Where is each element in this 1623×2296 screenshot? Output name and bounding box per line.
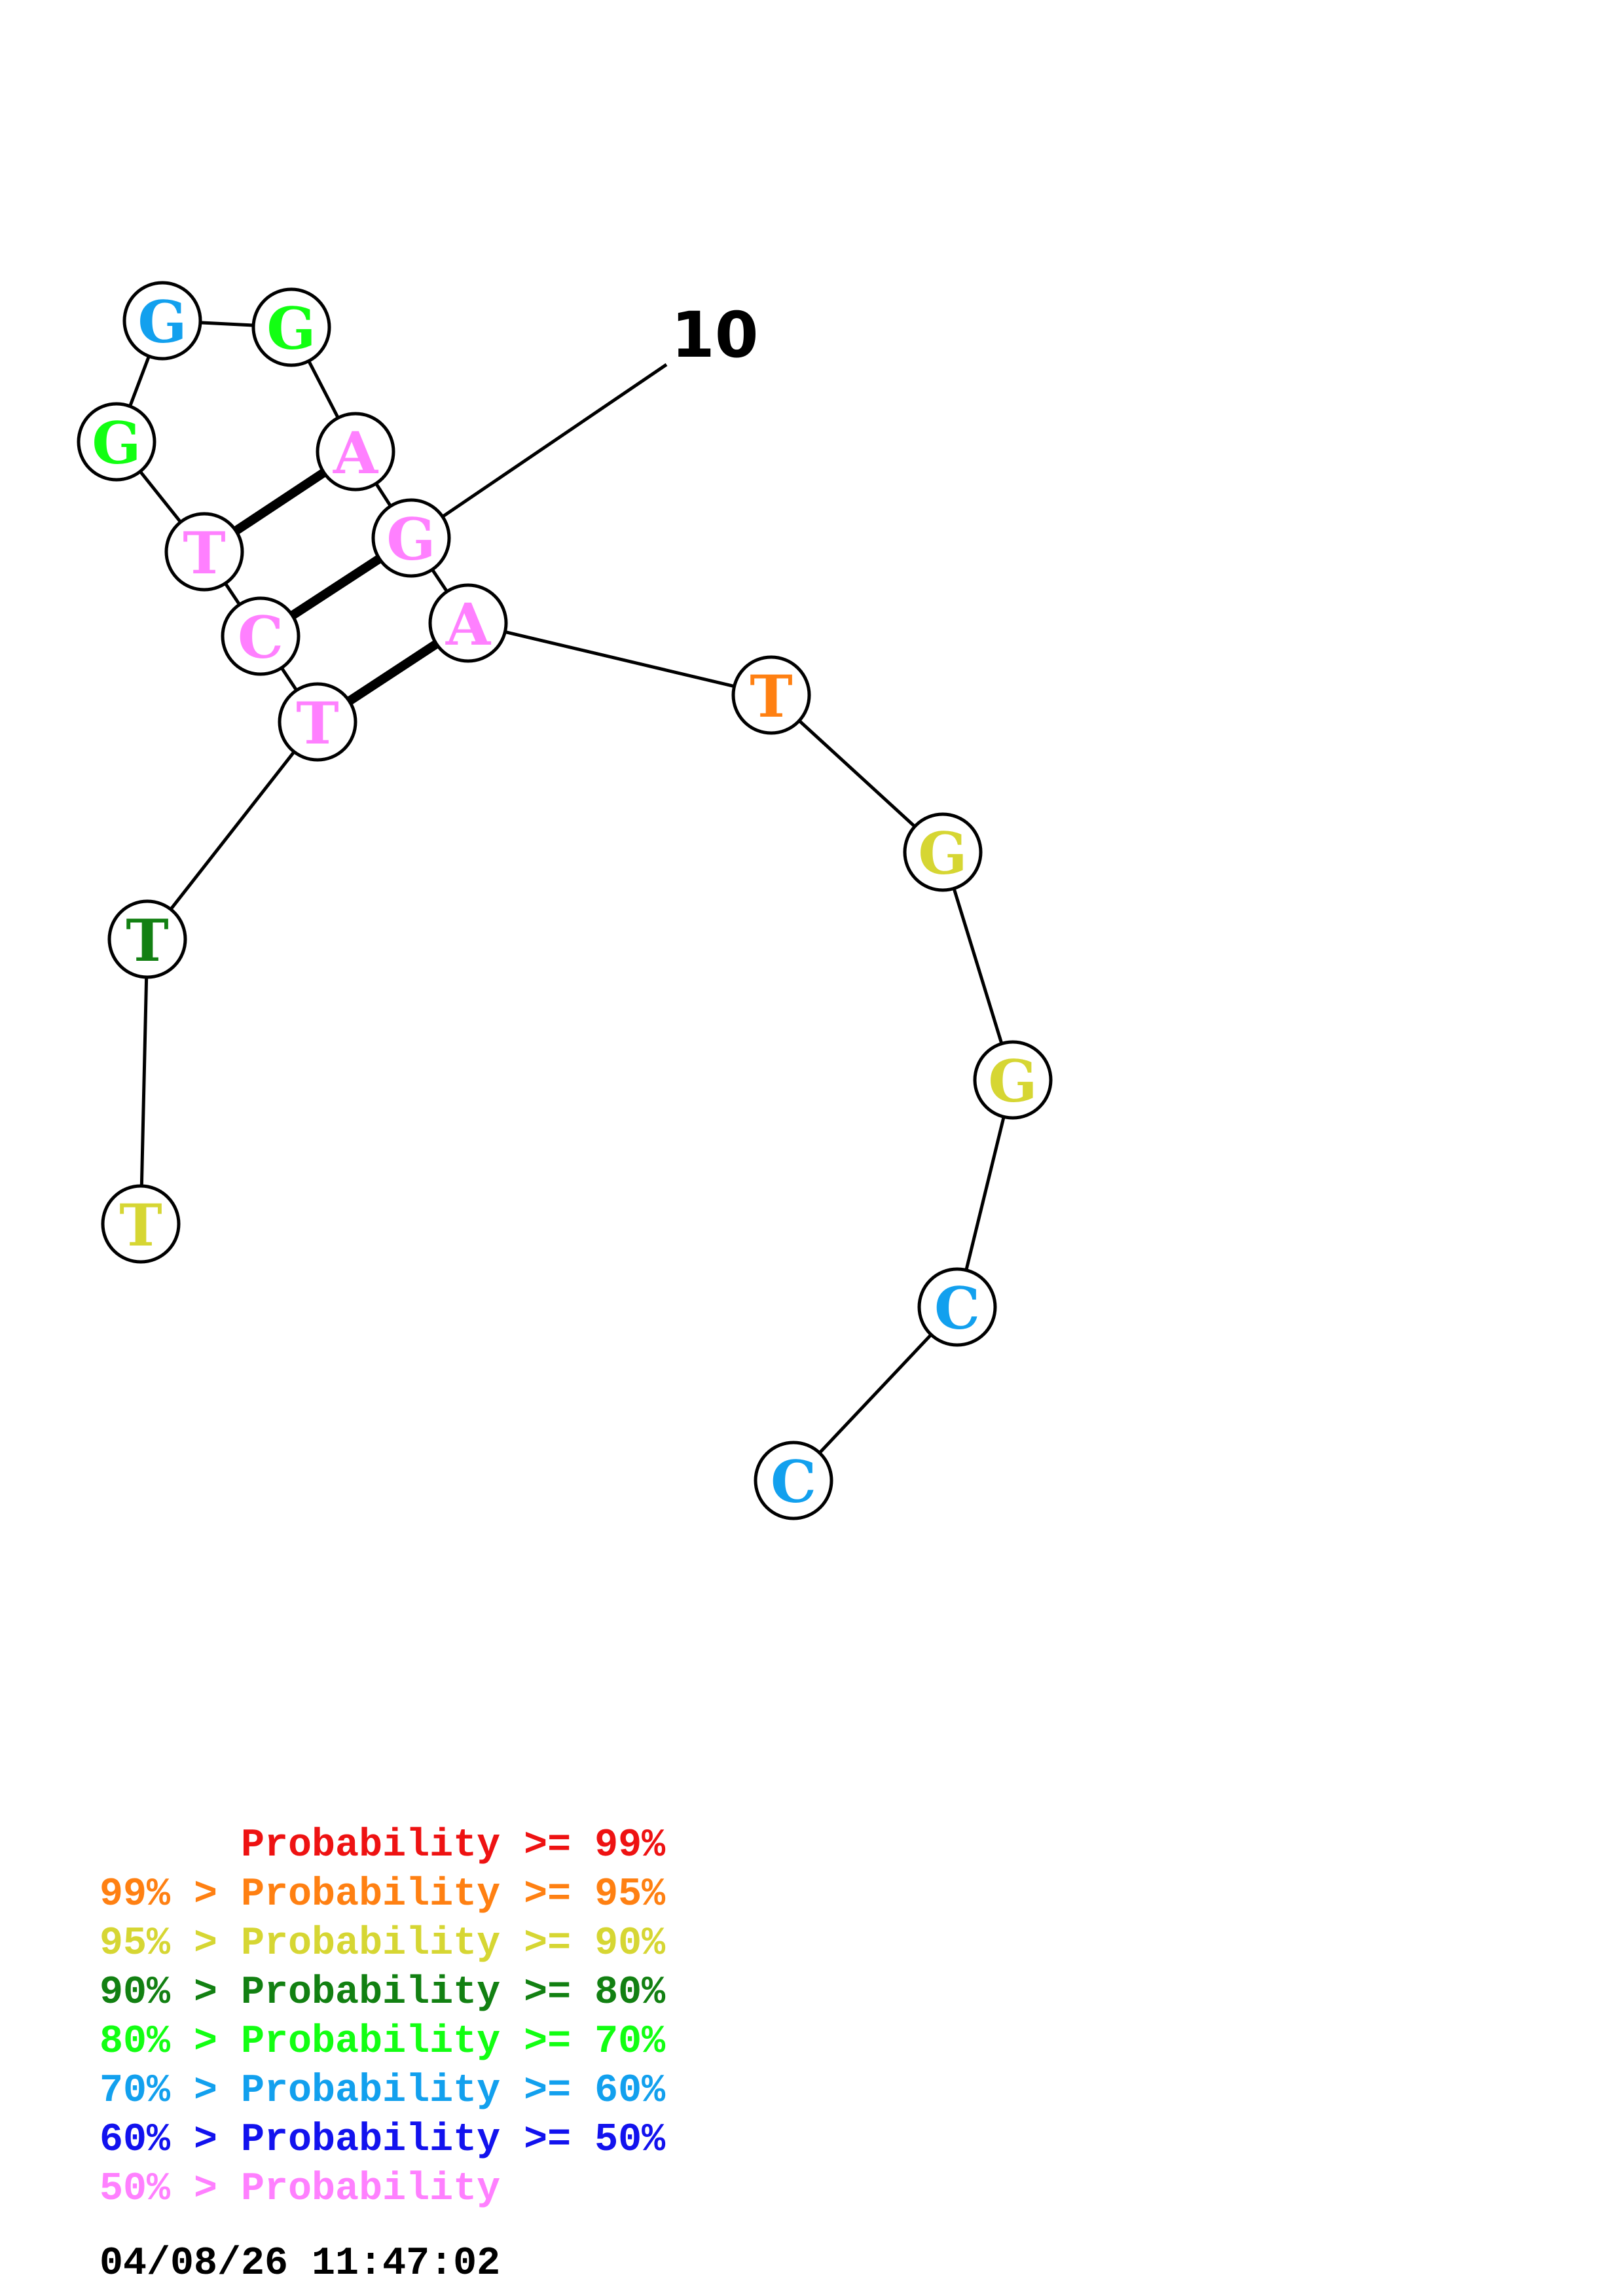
nucleotide-letter: G	[92, 409, 141, 477]
nucleotide-node: G	[251, 287, 331, 367]
nucleotide-node: T	[278, 682, 357, 762]
nucleotide-circle	[917, 1267, 997, 1347]
nucleotide-node: G	[371, 498, 451, 578]
nucleotide-circle	[731, 655, 811, 735]
legend-entry: 95% > Probability >= 90%	[100, 1922, 666, 1966]
nucleotide-circle	[107, 899, 187, 979]
legend-entry: 60% > Probability >= 50%	[100, 2118, 666, 2162]
nucleotide-letter: A	[445, 590, 492, 658]
backbone-link	[139, 939, 149, 1225]
legend-entry: Probability >= 99%	[100, 1823, 666, 1868]
nucleotide-node: G	[77, 402, 156, 482]
backbone-link	[467, 621, 772, 697]
nucleotide-letter: A	[333, 419, 379, 487]
nucleotide-circle	[101, 1184, 181, 1264]
nucleotide-circle	[903, 812, 983, 892]
legend-entry: 99% > Probability >= 95%	[100, 1873, 666, 1917]
nucleotide-node: G	[973, 1040, 1053, 1120]
legend-entry: 70% > Probability >= 60%	[100, 2069, 666, 2113]
nucleotide-node: G	[903, 812, 983, 892]
nucleotide-node: T	[107, 899, 187, 979]
nucleotide-letter: C	[934, 1274, 980, 1342]
nucleotide-letter: T	[750, 662, 792, 730]
nucleotide-node: T	[731, 655, 811, 735]
nucleotide-letter: G	[918, 819, 967, 888]
nucleotide-circle	[754, 1441, 833, 1520]
nucleotide-letter: G	[137, 288, 187, 356]
backbone-links	[115, 319, 1015, 1482]
nucleotide-node: C	[754, 1441, 833, 1520]
legend-entry: 50% > Probability	[100, 2167, 500, 2212]
nucleotide-circle	[428, 583, 508, 663]
nucleotide-letter: T	[126, 906, 168, 975]
nucleotide-circle	[221, 596, 301, 676]
index-marker-line	[410, 363, 668, 540]
base-pair-bonds	[202, 448, 471, 726]
legend-entry: 90% > Probability >= 80%	[100, 1971, 666, 2015]
legend-entry: 80% > Probability >= 70%	[100, 2020, 666, 2064]
backbone-link	[792, 1306, 958, 1482]
backbone-link	[941, 852, 1015, 1081]
nucleotide-node: G	[122, 281, 202, 361]
nucleotide-circle	[278, 682, 357, 762]
nucleotide-node: T	[101, 1184, 181, 1264]
nucleotide-circle	[371, 498, 451, 578]
nucleotide-letter: T	[119, 1191, 162, 1259]
nucleotide-letter: T	[183, 519, 225, 587]
nucleotide-letter: T	[296, 689, 338, 757]
nucleotide-node: A	[316, 412, 395, 492]
nucleotide-circle	[973, 1040, 1053, 1120]
backbone-link	[146, 721, 319, 941]
nucleotide-node: A	[428, 583, 508, 663]
index-label-10: 10	[671, 298, 759, 372]
index-marker: 10	[410, 298, 759, 540]
nucleotide-letter: G	[386, 505, 435, 573]
probability-legend: Probability >= 99% 99% > Probability >= 9…	[100, 1823, 666, 2212]
nucleotide-letter: G	[266, 295, 316, 363]
timestamp: 04/08/26 11:47:02	[100, 2242, 500, 2286]
nucleotide-circle	[251, 287, 331, 367]
nucleotide-circle	[77, 402, 156, 482]
nucleotide-circle	[164, 512, 244, 592]
nucleotide-circle	[316, 412, 395, 492]
nucleotide-letter: G	[988, 1047, 1037, 1115]
nucleotide-node: C	[221, 596, 301, 676]
nucleotide-circle	[122, 281, 202, 361]
nucleotide-node: C	[917, 1267, 997, 1347]
nucleotide-letter: C	[238, 603, 283, 672]
nucleotide-letter: C	[771, 1448, 816, 1516]
nucleotide-node: T	[164, 512, 244, 592]
